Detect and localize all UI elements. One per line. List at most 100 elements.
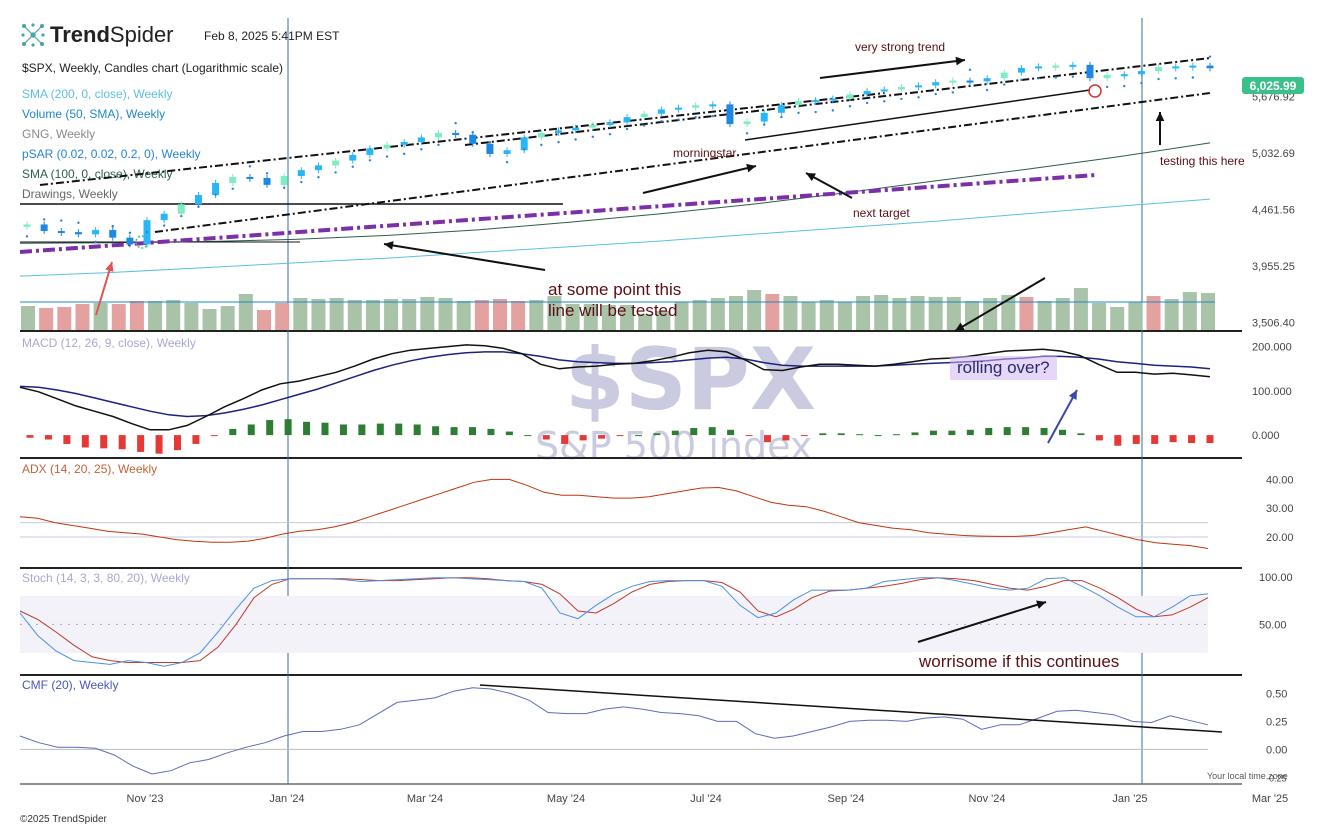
volume-bar xyxy=(511,301,526,330)
candle xyxy=(349,154,357,161)
volume-bar xyxy=(293,298,308,330)
highlight-circle xyxy=(1088,84,1102,98)
volume-bar xyxy=(565,304,580,330)
psar-dot xyxy=(900,97,903,101)
legend-stoch[interactable]: Stoch (14, 3, 3, 80, 20), Weekly xyxy=(22,571,190,585)
arrow-red-bottom xyxy=(95,261,113,316)
legend-gng[interactable]: GNG, Weekly xyxy=(22,127,96,141)
macd-tick-label: 0.000 xyxy=(1252,430,1280,442)
candle xyxy=(469,134,477,144)
legend-psar[interactable]: pSAR (0.02, 0.02, 0.2, 0), Weekly xyxy=(22,147,201,161)
volume-bar xyxy=(311,299,326,330)
x-tick-label: Sep '24 xyxy=(828,793,865,805)
psar-dot xyxy=(917,96,920,99)
candle xyxy=(212,182,220,195)
legend-sma200[interactable]: SMA (200, 0, close), Weekly xyxy=(22,87,173,101)
volume-bar xyxy=(674,302,689,330)
volume-bar xyxy=(1164,299,1179,330)
volume-bar xyxy=(892,298,907,330)
psar-dot xyxy=(797,111,800,115)
cmf-tick-label: 0.50 xyxy=(1266,688,1287,700)
psar-dot xyxy=(488,141,492,144)
candle xyxy=(109,229,117,238)
volume-bar xyxy=(438,298,453,330)
psar-dot xyxy=(1191,76,1195,79)
arrow-rolling-over xyxy=(1047,389,1078,444)
macd-histogram-bar xyxy=(911,432,919,436)
cmf-tick-label: 0.00 xyxy=(1266,744,1287,756)
macd-histogram-bar xyxy=(247,424,255,436)
stoch-d-line xyxy=(19,577,1209,663)
macd-histogram-bar xyxy=(469,427,476,436)
psar-dot xyxy=(1037,77,1040,80)
note-worrisome: worrisome if this continues xyxy=(913,652,1126,672)
macd-histogram-bar xyxy=(395,423,403,436)
volume-bar xyxy=(220,306,235,330)
volume-bar xyxy=(365,300,380,330)
candle xyxy=(932,82,940,86)
macd-histogram-bar xyxy=(966,429,974,436)
macd-histogram-bar xyxy=(1114,435,1122,446)
volume-bar xyxy=(402,299,417,330)
macd-histogram-bar xyxy=(1151,435,1159,444)
candle xyxy=(777,105,785,113)
trendspider-logo: TrendSpider xyxy=(20,22,174,48)
volume-bar xyxy=(583,304,598,330)
candle xyxy=(246,176,254,179)
legend-drawings[interactable]: Drawings, Weekly xyxy=(22,187,118,201)
volume-bar xyxy=(1001,295,1016,330)
psar-dot xyxy=(420,148,423,151)
psar-dot xyxy=(951,91,955,94)
x-tick-label: Jul '24 xyxy=(690,793,721,805)
candle xyxy=(1206,65,1214,69)
x-tick-label: Mar '25 xyxy=(1252,793,1288,805)
candle xyxy=(743,121,751,125)
macd-histogram-bar xyxy=(948,430,956,436)
sma100-line xyxy=(19,142,1211,244)
macd-histogram-bar xyxy=(303,421,311,436)
legend-cmf[interactable]: CMF (20), Weekly xyxy=(22,678,119,692)
volume-bar xyxy=(547,296,562,330)
psar-dot xyxy=(865,101,869,105)
candles xyxy=(23,61,1214,248)
macd-histogram-bar xyxy=(1132,435,1140,444)
candle xyxy=(846,94,854,99)
macd-histogram-bar xyxy=(118,435,126,450)
volume-bar xyxy=(1110,307,1125,330)
candle xyxy=(1086,64,1094,79)
volume-bar xyxy=(1019,297,1034,330)
candle xyxy=(537,132,545,138)
arrow-red-bottom-head xyxy=(105,262,114,272)
legend-sma100[interactable]: SMA (100, 0, close), Weekly xyxy=(22,167,173,181)
macd-histogram-bar xyxy=(579,435,587,441)
candle xyxy=(160,213,168,221)
psar-dot xyxy=(385,155,389,158)
candle xyxy=(572,127,580,131)
adx-tick-label: 20.00 xyxy=(1266,532,1294,544)
candle xyxy=(503,150,511,154)
macd-histogram-bar xyxy=(1059,429,1066,436)
candle xyxy=(692,105,700,108)
candle xyxy=(417,137,425,142)
macd-histogram-bar xyxy=(782,435,790,441)
psar-dot xyxy=(231,187,234,191)
psar-dot xyxy=(505,160,509,164)
psar-dot xyxy=(968,68,972,71)
macd-histogram-bar xyxy=(1095,435,1103,441)
adx-pane xyxy=(19,478,1209,549)
volume-bar xyxy=(21,306,35,330)
macd-histogram-bar xyxy=(432,426,440,436)
candle xyxy=(1172,66,1180,69)
candle xyxy=(332,160,340,166)
volume-bar xyxy=(1037,301,1052,330)
legend-volume[interactable]: Volume (50, SMA), Weekly xyxy=(22,107,166,121)
candle xyxy=(1052,65,1060,68)
watermark-symbol: $SPX xyxy=(565,330,817,430)
legend-adx[interactable]: ADX (14, 20, 25), Weekly xyxy=(22,462,158,476)
brand-light: Spider xyxy=(109,22,174,47)
candle xyxy=(92,229,100,235)
legend-macd[interactable]: MACD (12, 26, 9, close), Weekly xyxy=(22,336,196,350)
volume-bar xyxy=(420,297,435,330)
